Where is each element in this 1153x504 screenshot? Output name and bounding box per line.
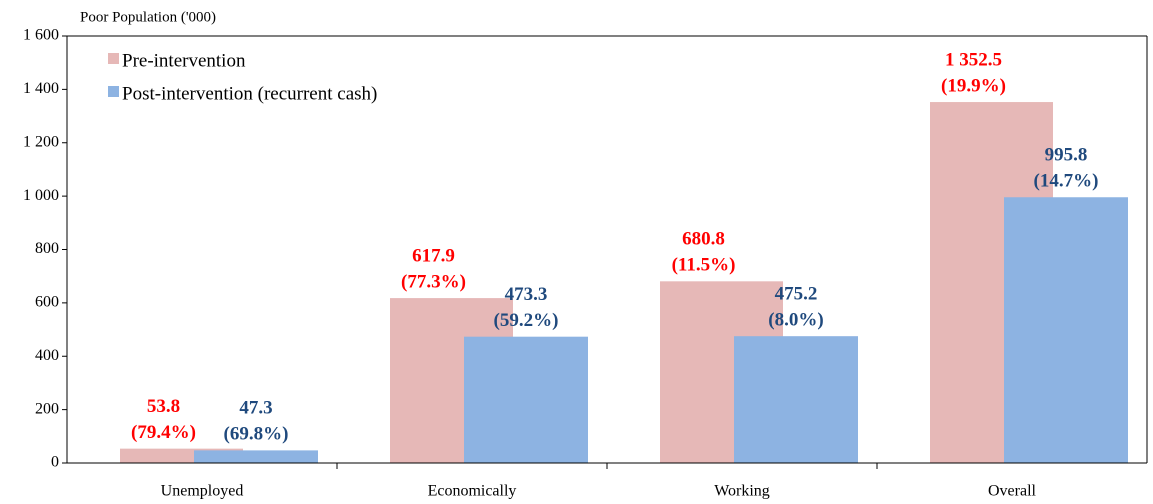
bar [464, 336, 588, 463]
legend-label: Pre-intervention [122, 50, 246, 71]
y-tick-label: 1 400 [23, 80, 59, 97]
x-tick-label: Unemployed [161, 483, 244, 500]
y-tick-label: 0 [51, 454, 59, 471]
value-label: 995.8 [1045, 145, 1088, 166]
share-label: (79.4%) [131, 422, 196, 443]
bar [194, 450, 318, 463]
legend-swatch [108, 53, 119, 64]
legend-swatch [108, 86, 119, 97]
x-tick-label: Economically [428, 483, 517, 500]
x-tick-label: Overall [988, 483, 1037, 500]
y-tick-label: 600 [35, 294, 59, 311]
value-label: 47.3 [239, 398, 272, 419]
share-label: (59.2%) [494, 310, 559, 331]
share-label: (8.0%) [768, 310, 823, 331]
share-label: (19.9%) [941, 75, 1006, 96]
value-label: 473.3 [505, 284, 548, 305]
value-label: 53.8 [147, 396, 180, 417]
value-label: 680.8 [682, 229, 725, 250]
y-tick-label: 1 000 [23, 187, 59, 204]
share-label: (69.8%) [224, 424, 289, 445]
legend-label: Post-intervention (recurrent cash) [122, 83, 377, 104]
share-label: (77.3%) [401, 271, 466, 292]
x-tick-label: Working [714, 483, 770, 500]
y-tick-label: 1 200 [23, 133, 59, 150]
y-tick-label: 1 600 [23, 27, 59, 44]
y-tick-label: 200 [35, 400, 59, 417]
share-label: (11.5%) [672, 255, 736, 276]
value-label: 617.9 [412, 245, 455, 266]
y-tick-label: 800 [35, 240, 59, 257]
y-axis-label: Poor Population ('000) [80, 9, 216, 25]
value-label: 475.2 [775, 284, 818, 305]
bar [1004, 197, 1128, 463]
bar [734, 336, 858, 463]
value-label: 1 352.5 [945, 49, 1002, 70]
y-tick-label: 400 [35, 347, 59, 364]
share-label: (14.7%) [1034, 171, 1099, 192]
